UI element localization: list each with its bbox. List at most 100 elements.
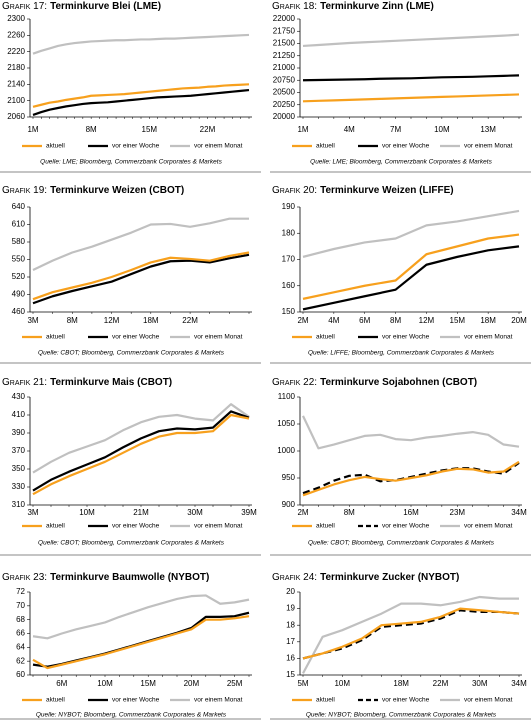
series-line [302, 245, 520, 311]
source: Quelle: LIFFE; Bloomberg, Commerzbank Co… [308, 350, 495, 357]
x-tick-label: 10M [79, 508, 95, 517]
x-tick-label: 1M [297, 125, 308, 134]
y-tick-label: 64 [16, 642, 25, 651]
series-line [32, 594, 250, 640]
series-line [32, 83, 250, 108]
x-tick-label: 23M [450, 508, 466, 517]
x-tick-label: 30M [187, 508, 203, 517]
y-tick-label: 310 [12, 500, 26, 509]
y-tick-label: 21000 [273, 63, 296, 72]
series-line [32, 413, 250, 496]
chart-title-text: Terminkurve Zinn (LME) [320, 1, 434, 12]
chart-label: Grafik 23: [2, 572, 47, 583]
chart-label: Grafik 18: [272, 1, 317, 12]
x-tick-label: 16M [403, 508, 419, 517]
x-tick-label: 4M [328, 316, 339, 325]
legend-label: vor einem Monat [464, 334, 513, 341]
x-tick-label: 21M [133, 508, 149, 517]
chart-label: Grafik 17: [2, 1, 47, 12]
x-tick-label: 15M [140, 679, 156, 688]
series-line [32, 88, 250, 116]
x-tick-label: 2M [297, 508, 308, 517]
y-tick-label: 18 [286, 620, 295, 629]
legend-label: vor einem Monat [194, 143, 243, 150]
legend-label: vor einer Woche [112, 143, 160, 150]
legend-label: aktuell [46, 697, 65, 704]
series-line [302, 33, 520, 48]
y-tick-label: 1050 [277, 419, 295, 428]
x-tick-label: 20M [511, 316, 527, 325]
x-tick-label: 1M [27, 125, 38, 134]
chart-title: Grafik 17: Terminkurve Blei (LME) [2, 1, 161, 12]
x-tick-label: 5M [297, 679, 308, 688]
y-tick-label: 21500 [273, 39, 296, 48]
y-tick-label: 580 [12, 237, 26, 246]
x-tick-label: 39M [241, 508, 257, 517]
y-tick-label: 550 [12, 255, 26, 264]
legend-label: vor einer Woche [112, 523, 160, 530]
series-line [302, 74, 520, 82]
x-tick-label: 18M [393, 679, 409, 688]
x-tick-label: 25M [227, 679, 243, 688]
y-tick-label: 68 [16, 615, 25, 624]
legend-label: vor einem Monat [464, 697, 513, 704]
legend-label: vor einem Monat [464, 143, 513, 150]
y-tick-label: 950 [282, 473, 296, 482]
chart-title-text: Terminkurve Weizen (LIFFE) [320, 185, 454, 196]
legend-label: vor einer Woche [112, 334, 160, 341]
x-tick-label: 22M [433, 679, 449, 688]
legend-label: aktuell [316, 697, 335, 704]
series-line [32, 611, 250, 668]
y-tick-label: 16 [286, 654, 295, 663]
x-tick-label: 4M [344, 125, 355, 134]
chart-title-text: Terminkurve Sojabohnen (CBOT) [320, 377, 477, 388]
y-tick-label: 15 [286, 670, 295, 679]
y-tick-label: 150 [282, 307, 296, 316]
x-tick-label: 22M [200, 125, 216, 134]
x-tick-label: 15M [450, 316, 466, 325]
chart-label: Grafik 20: [272, 185, 317, 196]
legend-label: aktuell [316, 523, 335, 530]
x-tick-label: 12M [419, 316, 435, 325]
chart-title: Grafik 20: Terminkurve Weizen (LIFFE) [272, 185, 454, 196]
y-tick-label: 900 [282, 500, 296, 509]
y-tick-label: 520 [12, 272, 26, 281]
series-line [302, 415, 520, 450]
x-tick-label: 30M [472, 679, 488, 688]
legend-label: vor einem Monat [464, 523, 513, 530]
x-tick-label: 6M [359, 316, 370, 325]
chart-title-text: Terminkurve Blei (LME) [50, 1, 161, 12]
series-line [32, 615, 250, 670]
x-tick-label: 34M [511, 508, 527, 517]
y-tick-label: 430 [12, 392, 26, 401]
y-tick-label: 20750 [273, 75, 296, 84]
x-tick-label: 18M [480, 316, 496, 325]
chart-title-text: Terminkurve Zucker (NYBOT) [320, 572, 459, 583]
chart-title: Grafik 24: Terminkurve Zucker (NYBOT) [272, 572, 459, 583]
x-tick-label: 10M [434, 125, 450, 134]
series-line [32, 251, 250, 301]
chart-label: Grafik 22: [272, 377, 317, 388]
x-tick-label: 8M [344, 508, 355, 517]
x-tick-label: 8M [390, 316, 401, 325]
source: Quelle: NYBOT; Bloomberg, Commerzbank Co… [306, 712, 497, 719]
y-tick-label: 370 [12, 446, 26, 455]
x-tick-label: 7M [390, 125, 401, 134]
y-tick-label: 170 [282, 255, 296, 264]
source: Quelle: LME; Bloomberg, Commerzbank Corp… [310, 159, 492, 166]
y-tick-label: 20500 [273, 88, 296, 97]
source: Quelle: LME; Bloomberg, Commerzbank Corp… [40, 159, 222, 166]
series-line [302, 93, 520, 103]
chart-title: Grafik 21: Terminkurve Mais (CBOT) [2, 377, 172, 388]
chart-title-text: Terminkurve Baumwolle (NYBOT) [50, 572, 209, 583]
y-tick-label: 66 [16, 629, 25, 638]
y-tick-label: 17 [286, 637, 295, 646]
y-tick-label: 20 [286, 587, 295, 596]
series-line [302, 595, 519, 674]
x-tick-label: 22M [182, 316, 198, 325]
legend-label: aktuell [46, 143, 65, 150]
series-line [302, 609, 520, 660]
x-tick-label: 3M [27, 316, 38, 325]
y-tick-label: 20250 [273, 100, 296, 109]
